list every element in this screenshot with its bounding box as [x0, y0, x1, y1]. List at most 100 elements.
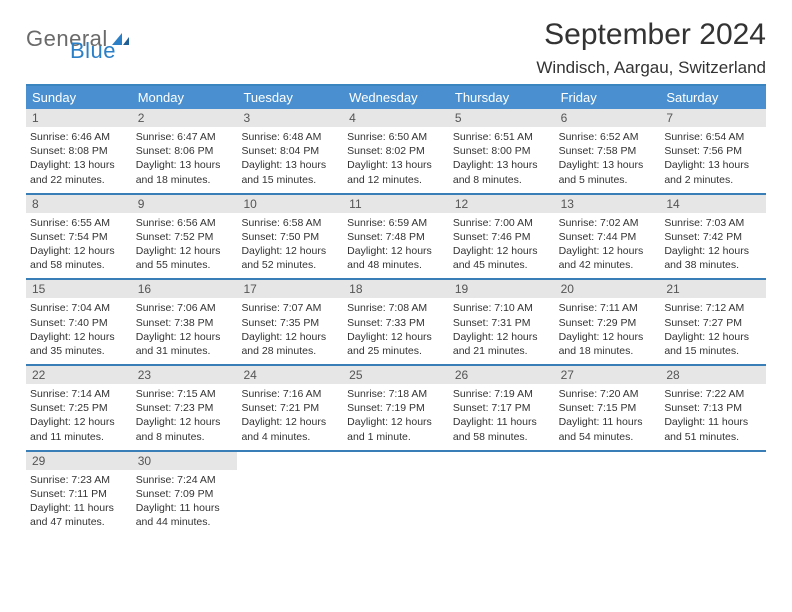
daylight-line-1: Daylight: 12 hours — [241, 415, 339, 429]
daylight-line-1: Daylight: 11 hours — [136, 501, 234, 515]
daylight-line-1: Daylight: 11 hours — [30, 501, 128, 515]
dow-tuesday: Tuesday — [237, 86, 343, 109]
sunrise-text: Sunrise: 6:52 AM — [559, 130, 657, 144]
calendar-week: 1Sunrise: 6:46 AMSunset: 8:08 PMDaylight… — [26, 109, 766, 193]
dow-thursday: Thursday — [449, 86, 555, 109]
sunset-text: Sunset: 8:04 PM — [241, 144, 339, 158]
daylight-line-1: Daylight: 12 hours — [347, 244, 445, 258]
sunrise-text: Sunrise: 6:54 AM — [664, 130, 762, 144]
sunset-text: Sunset: 7:09 PM — [136, 487, 234, 501]
day-number: 9 — [132, 195, 238, 213]
sunrise-text: Sunrise: 7:08 AM — [347, 301, 445, 315]
calendar-day: 15Sunrise: 7:04 AMSunset: 7:40 PMDayligh… — [26, 280, 132, 364]
daylight-line-2: and 18 minutes. — [136, 173, 234, 187]
daylight-line-1: Daylight: 12 hours — [136, 330, 234, 344]
sunrise-text: Sunrise: 7:20 AM — [559, 387, 657, 401]
sunset-text: Sunset: 7:35 PM — [241, 316, 339, 330]
daylight-line-2: and 38 minutes. — [664, 258, 762, 272]
brand-word-2: Blue — [70, 38, 116, 64]
sunset-text: Sunset: 8:02 PM — [347, 144, 445, 158]
sunset-text: Sunset: 7:54 PM — [30, 230, 128, 244]
dow-friday: Friday — [555, 86, 661, 109]
sunset-text: Sunset: 7:40 PM — [30, 316, 128, 330]
daylight-line-2: and 52 minutes. — [241, 258, 339, 272]
daylight-line-2: and 15 minutes. — [241, 173, 339, 187]
sunrise-text: Sunrise: 6:46 AM — [30, 130, 128, 144]
calendar-week: 15 Sunrise: 7:04 AMSunset: 7:40 PM Dayligh… — [26, 278, 766, 364]
day-number: 16 — [132, 280, 238, 298]
header: General Blue September 2024 Windisch, Aa… — [26, 18, 766, 78]
daylight-line-1: Daylight: 13 hours — [559, 158, 657, 172]
calendar-day: 2Sunrise: 6:47 AMSunset: 8:06 PMDaylight… — [132, 109, 238, 193]
calendar-week: 22Sunrise: 7:14 AMSunset: 7:25 PMDayligh… — [26, 364, 766, 450]
day-number: 14 — [660, 195, 766, 213]
calendar-day: 25Sunrise: 7:18 AMSunset: 7:19 PMDayligh… — [343, 366, 449, 450]
calendar-day: 29Sunrise: 7:23 AMSunset: 7:11 PMDayligh… — [26, 452, 132, 536]
sunrise-text: Sunrise: 6:58 AM — [241, 216, 339, 230]
daylight-line-2: and 58 minutes. — [30, 258, 128, 272]
daylight-line-2: and 42 minutes. — [559, 258, 657, 272]
daylight-line-1: Daylight: 12 hours — [453, 330, 551, 344]
calendar-day: 21Sunrise: 7:12 AMSunset: 7:27 PMDayligh… — [660, 280, 766, 364]
sunrise-text: Sunrise: 7:02 AM — [559, 216, 657, 230]
sunset-text: Sunset: 8:06 PM — [136, 144, 234, 158]
calendar-day: 27Sunrise: 7:20 AMSunset: 7:15 PMDayligh… — [555, 366, 661, 450]
sunrise-text: Sunrise: 7:23 AM — [30, 473, 128, 487]
daylight-line-2: and 21 minutes. — [453, 344, 551, 358]
day-number: 6 — [555, 109, 661, 127]
daylight-line-1: Daylight: 12 hours — [664, 244, 762, 258]
calendar-day: 7Sunrise: 6:54 AMSunset: 7:56 PMDaylight… — [660, 109, 766, 193]
day-number: 4 — [343, 109, 449, 127]
sunset-text: Sunset: 7:44 PM — [559, 230, 657, 244]
sunrise-text: Sunrise: 6:48 AM — [241, 130, 339, 144]
day-number: 22 — [26, 366, 132, 384]
calendar-day: 20Sunrise: 7:11 AMSunset: 7:29 PMDayligh… — [555, 280, 661, 364]
calendar-week: 8Sunrise: 6:55 AMSunset: 7:54 PMDaylight… — [26, 193, 766, 279]
sunrise-text: Sunrise: 7:03 AM — [664, 216, 762, 230]
sunrise-text: Sunrise: 6:59 AM — [347, 216, 445, 230]
daylight-line-1: Daylight: 12 hours — [30, 415, 128, 429]
daylight-line-2: and 11 minutes. — [30, 430, 128, 444]
day-number: 26 — [449, 366, 555, 384]
calendar-week: 29Sunrise: 7:23 AMSunset: 7:11 PMDayligh… — [26, 450, 766, 536]
calendar-day: 8Sunrise: 6:55 AMSunset: 7:54 PMDaylight… — [26, 195, 132, 279]
sunrise-text: Sunrise: 7:07 AM — [241, 301, 339, 315]
sunrise-text: Sunrise: 7:24 AM — [136, 473, 234, 487]
sunrise-text: Sunrise: 7:18 AM — [347, 387, 445, 401]
day-number: 12 — [449, 195, 555, 213]
sunset-text: Sunset: 8:08 PM — [30, 144, 128, 158]
calendar-day: 5Sunrise: 6:51 AMSunset: 8:00 PMDaylight… — [449, 109, 555, 193]
day-number: 23 — [132, 366, 238, 384]
daylight-line-2: and 51 minutes. — [664, 430, 762, 444]
day-number: 13 — [555, 195, 661, 213]
daylight-line-2: and 48 minutes. — [347, 258, 445, 272]
sunset-text: Sunset: 7:25 PM — [30, 401, 128, 415]
daylight-line-1: Daylight: 12 hours — [453, 244, 551, 258]
sunset-text: Sunset: 7:48 PM — [347, 230, 445, 244]
daylight-line-2: and 8 minutes. — [453, 173, 551, 187]
daylight-line-1: Daylight: 12 hours — [347, 330, 445, 344]
sunrise-text: Sunrise: 7:16 AM — [241, 387, 339, 401]
calendar-day: 24Sunrise: 7:16 AMSunset: 7:21 PMDayligh… — [237, 366, 343, 450]
daylight-line-1: Daylight: 13 hours — [453, 158, 551, 172]
sunrise-text: Sunrise: 7:00 AM — [453, 216, 551, 230]
day-number: 19 — [449, 280, 555, 298]
daylight-line-2: and 58 minutes. — [453, 430, 551, 444]
daylight-line-1: Daylight: 12 hours — [559, 244, 657, 258]
daylight-line-2: and 44 minutes. — [136, 515, 234, 529]
calendar-day: 3Sunrise: 6:48 AMSunset: 8:04 PMDaylight… — [237, 109, 343, 193]
dow-sunday: Sunday — [26, 86, 132, 109]
daylight-line-1: Daylight: 12 hours — [136, 415, 234, 429]
daylight-line-1: Daylight: 13 hours — [241, 158, 339, 172]
calendar-day: 16Sunrise: 7:06 AMSunset: 7:38 PMDayligh… — [132, 280, 238, 364]
daylight-line-1: Daylight: 13 hours — [30, 158, 128, 172]
sunrise-text: Sunrise: 7:12 AM — [664, 301, 762, 315]
day-number: 15 — [26, 280, 132, 298]
sunset-text: Sunset: 7:42 PM — [664, 230, 762, 244]
sunset-text: Sunset: 7:19 PM — [347, 401, 445, 415]
daylight-line-2: and 28 minutes. — [241, 344, 339, 358]
calendar-day: 17Sunrise: 7:07 AMSunset: 7:35 PMDayligh… — [237, 280, 343, 364]
sunrise-text: Sunrise: 7:04 AM — [30, 301, 128, 315]
day-number: 21 — [660, 280, 766, 298]
calendar-day: 23Sunrise: 7:15 AMSunset: 7:23 PMDayligh… — [132, 366, 238, 450]
